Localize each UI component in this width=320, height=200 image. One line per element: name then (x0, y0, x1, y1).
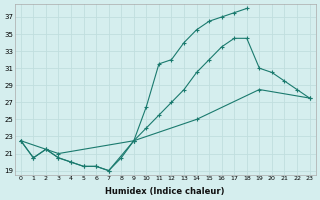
X-axis label: Humidex (Indice chaleur): Humidex (Indice chaleur) (106, 187, 225, 196)
